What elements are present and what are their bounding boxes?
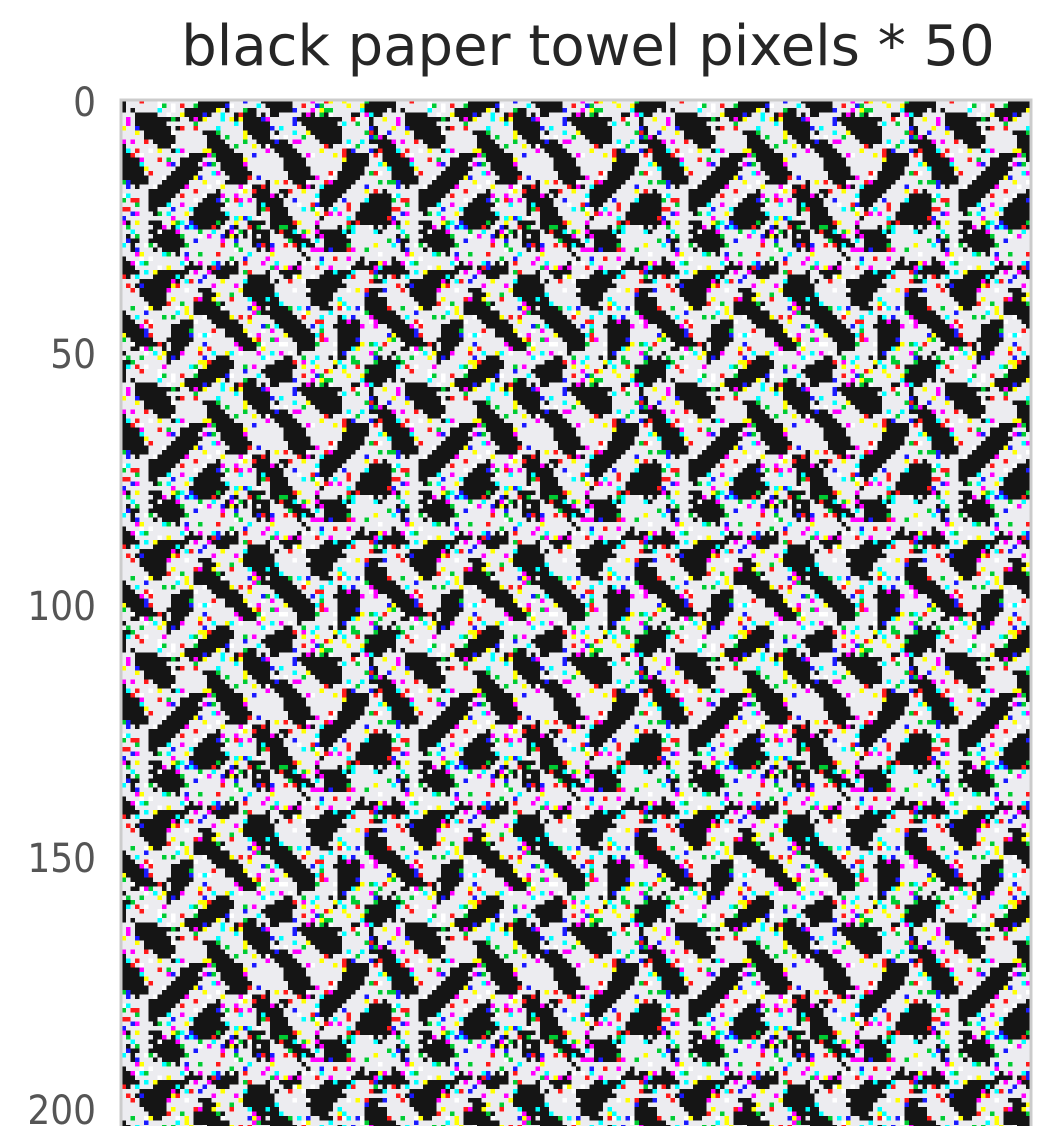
image: [119, 98, 1033, 1126]
y-tick-label: 200: [27, 1088, 96, 1126]
y-tick-label: 150: [27, 836, 96, 882]
y-tick-label: 0: [73, 80, 96, 126]
y-tick-label: 100: [27, 584, 96, 630]
y-tick-label: 50: [50, 332, 96, 378]
chart-title: black paper towel pixels * 50: [181, 14, 995, 79]
